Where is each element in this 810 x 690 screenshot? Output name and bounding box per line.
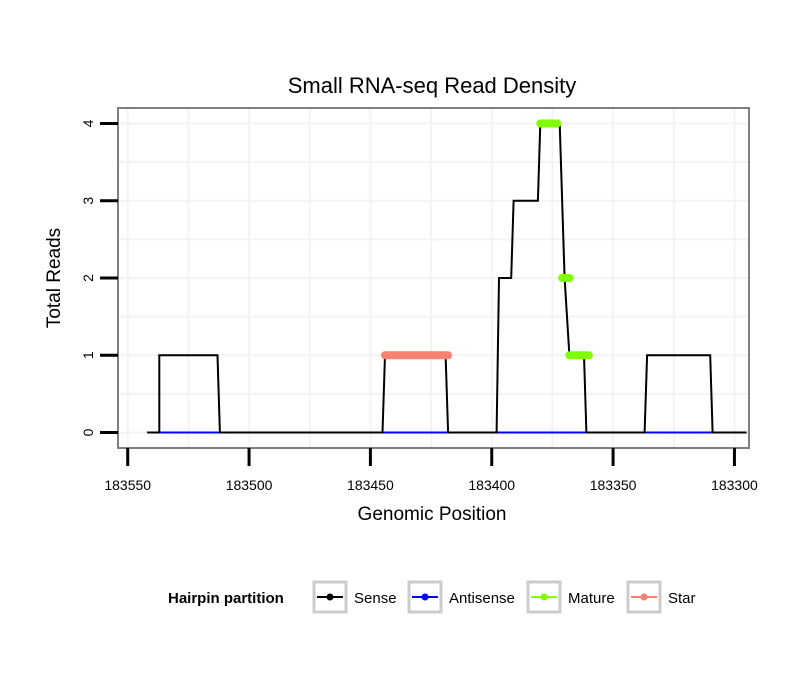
y-tick-label: 1 (80, 351, 96, 359)
grid (118, 108, 749, 448)
legend-title: Hairpin partition (168, 590, 284, 607)
legend-dot-mature (540, 593, 548, 601)
x-tick-label: 183300 (711, 477, 758, 493)
chart-title: Small RNA-seq Read Density (288, 73, 577, 98)
x-tick-label: 183500 (226, 477, 273, 493)
x-axis-title: Genomic Position (358, 504, 507, 525)
y-axis-title: Total Reads (44, 228, 65, 328)
x-tick-label: 183450 (347, 477, 394, 493)
x-tick-label: 183350 (590, 477, 637, 493)
y-tick-label: 4 (80, 119, 96, 127)
y-tick-label: 0 (80, 428, 96, 436)
legend-label-mature: Mature (568, 590, 615, 607)
legend-label-star: Star (668, 590, 696, 607)
legend-dot-sense (326, 593, 334, 601)
series-sense-line (147, 122, 747, 434)
y-axis: 0 1 2 3 4 (80, 119, 118, 436)
series-layer (147, 119, 747, 434)
legend: Hairpin partition Sense Antisense Mature St… (168, 580, 696, 614)
x-tick-label: 183550 (104, 477, 151, 493)
legend-dot-star (640, 593, 648, 601)
x-axis: 183550 183500 183450 183400 183350 183300 (104, 448, 758, 493)
legend-dot-antisense (421, 593, 429, 601)
y-tick-label: 2 (80, 274, 96, 282)
legend-label-sense: Sense (354, 590, 397, 607)
x-tick-label: 183400 (468, 477, 515, 493)
y-tick-label: 3 (80, 197, 96, 205)
legend-label-antisense: Antisense (449, 590, 515, 607)
